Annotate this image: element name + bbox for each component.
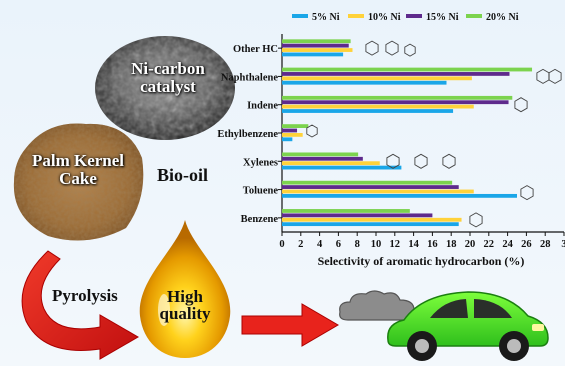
bar <box>282 213 433 218</box>
legend-swatch <box>406 14 422 18</box>
x-tick-label: 6 <box>336 239 341 250</box>
bar <box>282 124 309 128</box>
bar <box>282 48 353 52</box>
x-tick-label: 22 <box>484 239 495 250</box>
bar <box>282 104 474 109</box>
molecule-icon <box>548 68 562 84</box>
bar <box>282 161 380 166</box>
category-label: Other HC <box>233 44 278 55</box>
bar <box>282 152 359 157</box>
bar <box>282 39 351 44</box>
x-tick-label: 14 <box>408 239 419 250</box>
molecule-icon <box>306 124 318 138</box>
molecule-icon <box>365 40 379 56</box>
x-axis-title: Selectivity of aromatic hydrocarbon (%) <box>318 254 525 268</box>
molecule-icon <box>386 153 400 169</box>
bar <box>282 217 462 222</box>
bar <box>282 76 472 81</box>
molecule-icon <box>520 185 534 201</box>
palm-kernel-cake-label: Palm Kernel Cake <box>31 151 125 188</box>
bio-oil-label: Bio-oil <box>157 165 209 185</box>
legend-label: 5% Ni <box>312 12 340 23</box>
high-quality-label: High quality <box>159 287 211 323</box>
bar <box>282 180 453 185</box>
bar <box>282 165 402 170</box>
legend-label: 20% Ni <box>486 12 519 23</box>
molecule-icon <box>536 68 550 84</box>
pyrolysis-label: Pyrolysis <box>52 286 118 305</box>
bar <box>282 185 459 189</box>
molecule-icon <box>514 97 528 113</box>
molecule-icon <box>404 43 416 57</box>
legend-swatch <box>466 14 482 18</box>
ni-carbon-catalyst-image <box>95 36 235 140</box>
catalyst-label: Ni-carbon catalyst <box>131 59 205 96</box>
bar <box>282 67 533 72</box>
bio-oil-drop <box>139 220 231 358</box>
category-label: Xylenes <box>243 157 278 168</box>
category-label: Naphthalene <box>221 72 279 83</box>
car-icon <box>387 291 549 361</box>
conversion-arrow <box>241 303 339 347</box>
x-tick-label: 24 <box>502 239 513 250</box>
legend-swatch <box>292 14 308 18</box>
bar <box>282 137 293 142</box>
bar <box>282 128 298 133</box>
bar <box>282 133 303 137</box>
bar <box>282 43 349 48</box>
x-tick-label: 20 <box>465 239 476 250</box>
x-tick-label: 0 <box>279 239 284 250</box>
x-tick-label: 8 <box>355 239 360 250</box>
bar <box>282 95 513 100</box>
molecule-icon <box>469 212 483 228</box>
category-label: Ethylbenzene <box>217 129 278 140</box>
molecule-icon <box>414 153 428 169</box>
legend-label: 15% Ni <box>426 12 459 23</box>
x-tick-label: 12 <box>390 239 401 250</box>
bar <box>282 222 459 227</box>
category-label: Indene <box>247 101 278 112</box>
bar <box>282 80 447 85</box>
x-tick-label: 3 <box>561 239 565 250</box>
bar <box>282 100 509 105</box>
palm-kernel-cake-image <box>13 123 144 241</box>
category-label: Benzene <box>241 214 279 225</box>
bar <box>282 72 510 76</box>
bar <box>282 52 344 57</box>
x-tick-label: 4 <box>317 239 323 250</box>
x-tick-label: 28 <box>540 239 551 250</box>
x-tick-label: 18 <box>446 239 457 250</box>
x-tick-label: 10 <box>371 239 382 250</box>
bar <box>282 209 410 213</box>
x-tick-label: 16 <box>427 239 438 250</box>
molecule-icon <box>385 40 399 56</box>
bar <box>282 193 517 198</box>
legend-label: 10% Ni <box>368 12 401 23</box>
bar <box>282 156 363 161</box>
category-label: Toluene <box>243 186 279 197</box>
x-tick-label: 2 <box>298 239 303 250</box>
bar <box>282 109 454 113</box>
pyrolysis-arrow <box>21 250 139 360</box>
x-tick-label: 26 <box>521 239 532 250</box>
bar <box>282 189 474 194</box>
molecule-icon <box>442 153 456 169</box>
legend-swatch <box>348 14 364 18</box>
